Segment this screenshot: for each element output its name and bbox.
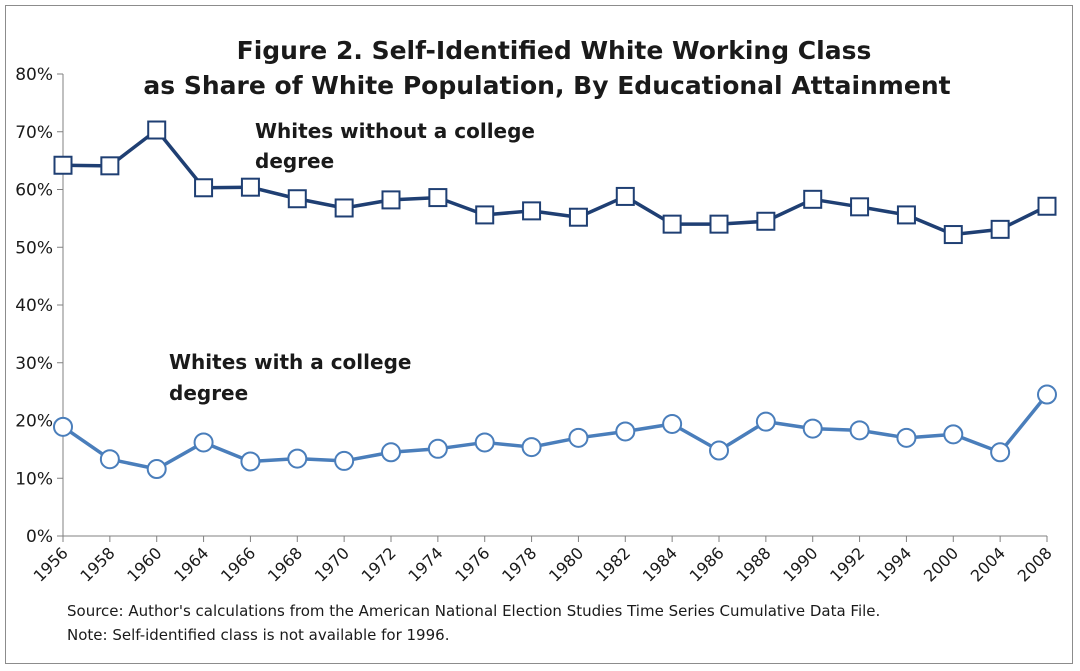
data-point-square	[568, 207, 588, 227]
data-point-circle	[662, 413, 683, 434]
data-point-circle	[755, 411, 776, 432]
data-point-square	[522, 201, 542, 221]
data-point-square	[100, 156, 120, 176]
x-tick-label: 1980	[545, 543, 587, 585]
data-point-square	[803, 189, 823, 209]
chart-title-line-2: as Share of White Population, By Educati…	[143, 71, 950, 100]
series-label-college-line-2: degree	[169, 381, 248, 405]
data-point-circle	[849, 420, 870, 441]
series-label-no-college-line-1: Whites without a college	[255, 119, 535, 143]
x-tick-label: 1960	[123, 543, 165, 585]
x-tick-label: 1994	[873, 543, 915, 585]
data-point-square	[428, 188, 448, 208]
x-tick-label: 2004	[967, 543, 1009, 585]
x-tick-label: 1968	[264, 543, 306, 585]
data-point-circle	[193, 432, 214, 453]
x-tick-label: 1978	[498, 543, 540, 585]
series-label-no-college-line-2: degree	[255, 149, 334, 173]
y-tick-label: 10%	[15, 469, 53, 489]
x-tick-label: 1984	[639, 543, 681, 585]
x-tick-label: 1956	[30, 543, 72, 585]
data-point-square	[662, 214, 682, 234]
series-0	[53, 120, 1057, 245]
data-point-square	[756, 211, 776, 231]
data-point-circle	[53, 416, 73, 437]
x-tick-label: 1972	[358, 543, 400, 585]
data-point-square	[1037, 196, 1057, 216]
y-tick-label: 40%	[15, 296, 53, 316]
x-tick-label: 1974	[404, 543, 446, 585]
chart-frame: Figure 2. Self-Identified White Working …	[5, 5, 1073, 664]
chart-title-line-1: Figure 2. Self-Identified White Working …	[237, 36, 872, 65]
series-label-college-line-1: Whites with a college	[169, 350, 411, 374]
x-tick-label: 1992	[826, 543, 868, 585]
x-axis: 1956 1958 1960 1964 1966 1968 1970 1972 1974 1976…	[30, 535, 1056, 586]
data-point-square	[381, 190, 401, 210]
data-point-square	[943, 225, 963, 245]
y-tick-label: 0%	[26, 527, 53, 547]
x-tick-label: 1976	[451, 543, 493, 585]
x-tick-label: 1990	[779, 543, 821, 585]
x-tick-label: 1982	[592, 543, 634, 585]
y-axis: 0% 10% 20% 30% 40% 50% 60% 70% 80%	[15, 65, 64, 547]
data-point-circle	[615, 421, 636, 442]
data-point-circle	[943, 424, 964, 445]
data-point-circle	[896, 427, 917, 448]
x-tick-label: 1970	[311, 543, 353, 585]
data-point-square	[896, 205, 916, 225]
y-tick-label: 70%	[15, 123, 53, 143]
x-tick-label: 1964	[170, 543, 212, 585]
data-point-circle	[427, 438, 448, 459]
data-point-circle	[709, 440, 729, 461]
data-point-circle	[1037, 384, 1057, 405]
data-point-circle	[240, 451, 261, 472]
data-point-circle	[521, 437, 542, 458]
y-tick-label: 60%	[15, 181, 53, 201]
line-chart: Figure 2. Self-Identified White Working …	[15, 36, 1057, 644]
series-1	[53, 384, 1057, 480]
data-point-square	[147, 120, 167, 140]
data-point-square	[334, 198, 354, 218]
data-point-square	[240, 177, 260, 197]
y-tick-label: 20%	[15, 412, 53, 432]
data-point-circle	[334, 450, 355, 471]
x-tick-label: 2008	[1014, 543, 1056, 585]
data-point-square	[615, 186, 635, 206]
data-point-square	[709, 214, 729, 234]
data-point-square	[990, 219, 1010, 239]
data-point-circle	[568, 427, 589, 448]
x-tick-label: 1986	[686, 543, 728, 585]
data-point-circle	[146, 459, 167, 480]
data-point-square	[194, 178, 214, 198]
y-tick-label: 30%	[15, 354, 53, 374]
data-point-circle	[99, 449, 120, 470]
data-point-square	[287, 189, 307, 209]
series-line	[62, 128, 1048, 237]
data-point-circle	[990, 442, 1011, 463]
series-line	[62, 393, 1049, 471]
source-note: Source: Author's calculations from the A…	[67, 602, 880, 620]
y-tick-label: 80%	[15, 65, 53, 85]
data-point-circle	[802, 418, 823, 439]
x-tick-label: 2000	[920, 543, 962, 585]
data-point-square	[53, 155, 73, 175]
data-point-circle	[474, 432, 495, 453]
y-tick-label: 50%	[15, 238, 53, 258]
x-tick-label: 1966	[217, 543, 259, 585]
x-tick-label: 1988	[732, 543, 774, 585]
data-point-circle	[287, 448, 308, 469]
data-point-square	[850, 197, 870, 217]
data-point-square	[475, 205, 495, 225]
availability-note: Note: Self-identified class is not avail…	[67, 626, 449, 644]
series-layer	[53, 120, 1057, 480]
x-tick-label: 1958	[76, 543, 118, 585]
data-point-circle	[381, 442, 401, 463]
